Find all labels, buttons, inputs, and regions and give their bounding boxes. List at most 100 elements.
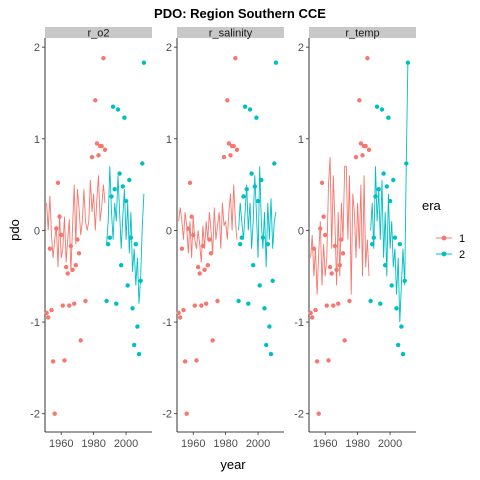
facet-strip-label: r_temp [345, 28, 379, 40]
data-point-era-2 [109, 194, 114, 199]
y-tick-label: 0 [166, 225, 172, 237]
data-point-era-1 [347, 298, 352, 304]
data-point-era-2 [104, 298, 109, 304]
data-point-era-2 [239, 235, 244, 240]
data-point-era-2 [265, 242, 270, 247]
data-point-era-2 [272, 161, 277, 166]
data-point-era-1 [323, 232, 328, 238]
data-point-era-2 [135, 324, 140, 329]
data-point-era-2 [264, 342, 269, 348]
data-point-era-2 [130, 306, 135, 311]
data-point-era-1 [57, 214, 62, 219]
data-point-era-1 [326, 358, 331, 363]
data-point-era-1 [329, 271, 334, 276]
data-point-era-1 [221, 154, 227, 160]
data-point-era-2 [133, 242, 138, 247]
series-line-era-1 [46, 175, 106, 272]
data-point-era-1 [207, 237, 212, 242]
data-point-era-2 [396, 342, 401, 348]
legend: era 12 [422, 198, 465, 261]
data-point-era-1 [76, 251, 82, 256]
data-point-era-1 [75, 237, 80, 242]
data-point-era-1 [44, 310, 49, 316]
data-point-era-1 [54, 226, 59, 231]
data-point-era-2 [262, 306, 267, 311]
data-point-era-1 [228, 153, 233, 158]
chart-title: PDO: Region Southern CCE [154, 6, 326, 21]
data-point-era-2 [251, 263, 256, 268]
data-point-era-1 [331, 303, 336, 308]
data-point-era-1 [202, 267, 207, 272]
y-tick-label: 1 [298, 134, 304, 146]
legend-entry-era-1: 1 [436, 233, 465, 245]
data-point-era-2 [115, 107, 121, 112]
data-point-era-2 [387, 198, 393, 204]
data-point-era-1 [99, 143, 104, 149]
data-point-era-2 [252, 184, 257, 189]
data-point-era-2 [107, 235, 113, 240]
y-tick-label: 1 [166, 134, 172, 146]
data-point-era-2 [386, 115, 391, 120]
data-point-era-2 [123, 198, 129, 204]
data-point-era-1 [225, 98, 230, 103]
data-point-era-1 [318, 226, 323, 231]
data-point-era-2 [268, 351, 274, 357]
series-line-era-2 [106, 166, 145, 304]
data-point-era-2 [391, 177, 396, 183]
data-point-era-1 [186, 226, 191, 231]
legend-entries: 12 [436, 233, 465, 261]
data-point-era-2 [257, 283, 262, 288]
data-point-era-1 [101, 56, 106, 61]
data-point-era-1 [62, 358, 67, 363]
data-point-era-1 [210, 338, 215, 343]
data-point-era-2 [379, 107, 385, 112]
data-point-era-1 [342, 338, 347, 343]
data-point-era-1 [231, 143, 236, 149]
x-tick-label: 1980 [213, 438, 237, 450]
data-point-era-2 [273, 60, 279, 65]
data-point-era-2 [117, 171, 122, 176]
data-point-era-1 [357, 98, 362, 103]
data-point-era-2 [383, 263, 388, 268]
facet-strip-label: r_o2 [87, 28, 109, 40]
data-point-era-2 [389, 283, 394, 288]
data-point-era-1 [200, 243, 206, 249]
data-point-era-1 [59, 232, 64, 238]
data-point-era-1 [233, 56, 238, 61]
y-tick-label: 2 [298, 42, 304, 54]
data-point-era-2 [119, 263, 124, 268]
data-point-era-2 [114, 301, 119, 306]
data-point-era-1 [336, 301, 341, 306]
data-point-era-1 [83, 298, 88, 304]
y-tick-label: 0 [34, 225, 40, 237]
facet-panel-r-o2: r_o2 -2 -1 0 1 2 1960 1980 2000 [30, 27, 152, 450]
data-point-era-1 [189, 214, 194, 219]
x-tick-label: 2000 [378, 438, 402, 450]
data-point-era-1 [70, 267, 75, 272]
y-tick-label: 2 [34, 42, 40, 54]
data-point-era-1 [208, 251, 214, 256]
data-point-era-1 [50, 359, 56, 364]
data-point-era-1 [67, 303, 72, 308]
data-point-era-1 [192, 303, 197, 308]
data-point-era-1 [93, 98, 98, 103]
data-point-era-1 [78, 338, 83, 343]
data-point-era-1 [337, 263, 342, 268]
data-point-era-2 [381, 171, 386, 176]
data-point-era-2 [125, 283, 130, 288]
data-point-era-2 [244, 187, 249, 192]
data-point-era-1 [324, 303, 329, 308]
data-point-era-2 [260, 235, 266, 240]
data-point-era-1 [179, 246, 185, 251]
data-point-era-2 [394, 306, 399, 311]
data-point-era-2 [122, 115, 127, 120]
data-point-era-2 [249, 171, 254, 176]
data-point-era-1 [215, 298, 220, 304]
data-point-era-1 [68, 243, 74, 249]
data-point-era-1 [65, 271, 70, 276]
data-point-era-2 [236, 298, 241, 304]
data-point-era-1 [182, 359, 188, 364]
x-axis-title: year [220, 457, 246, 472]
data-point-era-2 [106, 242, 111, 247]
